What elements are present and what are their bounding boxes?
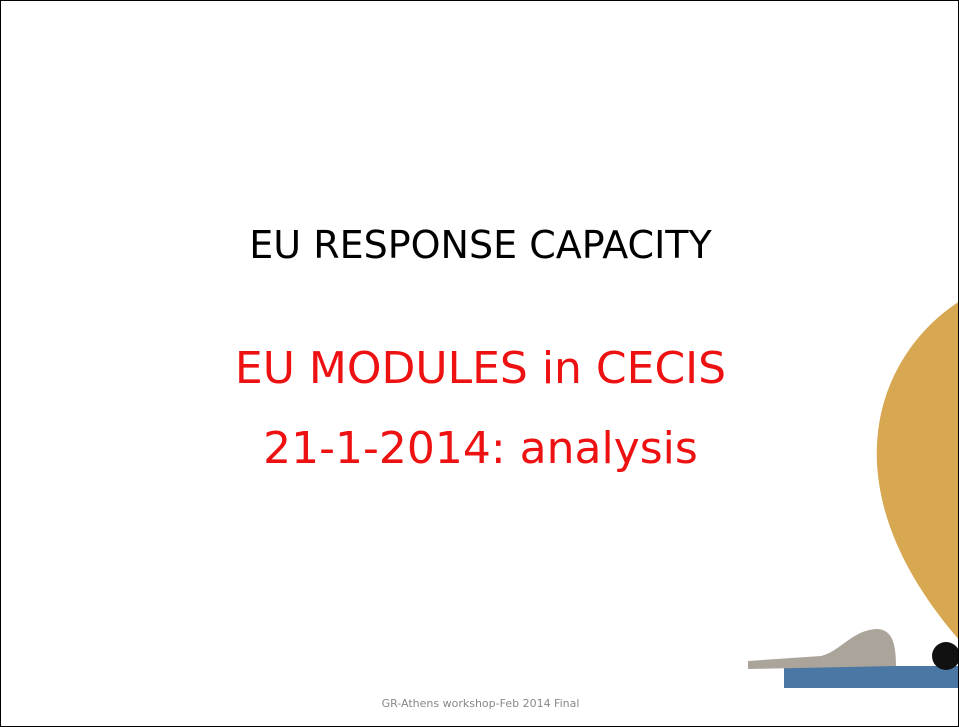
- slide: EU RESPONSE CAPACITY EU MODULES in CECIS…: [0, 0, 959, 727]
- subtitle-line: EU MODULES in CECIS: [1, 343, 959, 394]
- title: EU RESPONSE CAPACITY: [1, 223, 959, 267]
- hull: [784, 666, 959, 688]
- wave: [748, 629, 896, 669]
- dot: [932, 642, 959, 670]
- subtitle-line: 21-1-2014: analysis: [1, 423, 959, 474]
- footer: GR-Athens workshop-Feb 2014 Final: [1, 697, 959, 710]
